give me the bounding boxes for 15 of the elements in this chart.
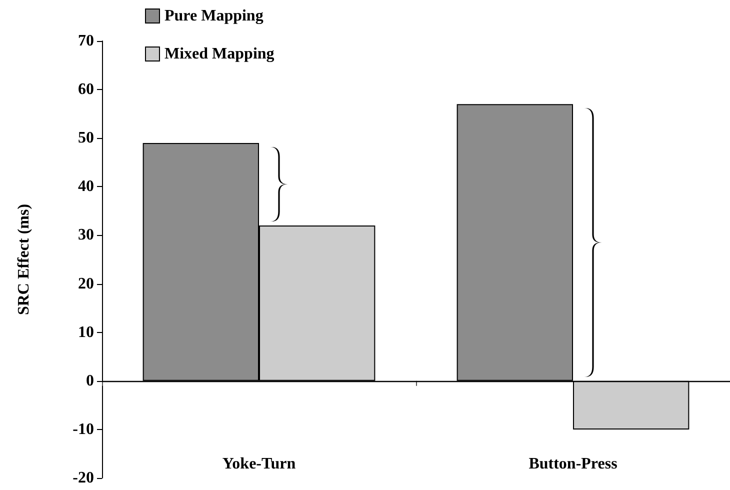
y-tick-label: 60 (78, 81, 94, 98)
x-tick-label: Yoke-Turn (222, 456, 296, 472)
y-tick-label: -20 (72, 470, 94, 486)
y-tick-label: 0 (86, 372, 94, 390)
y-tick-label: 40 (78, 178, 94, 196)
x-tick-label: Button-Press (528, 456, 618, 472)
y-tick-label: 50 (78, 130, 94, 147)
legend-label: Pure Mapping (164, 8, 264, 24)
y-tick-label: 10 (78, 324, 94, 341)
legend-label: Mixed Mapping (164, 46, 274, 62)
y-tick-label: 20 (78, 275, 94, 292)
y-axis-title: SRC Effect (ms) (16, 204, 32, 316)
y-tick-label: 70 (78, 32, 94, 50)
y-tick-label: 30 (78, 226, 94, 244)
y-tick-label: -10 (72, 420, 94, 438)
